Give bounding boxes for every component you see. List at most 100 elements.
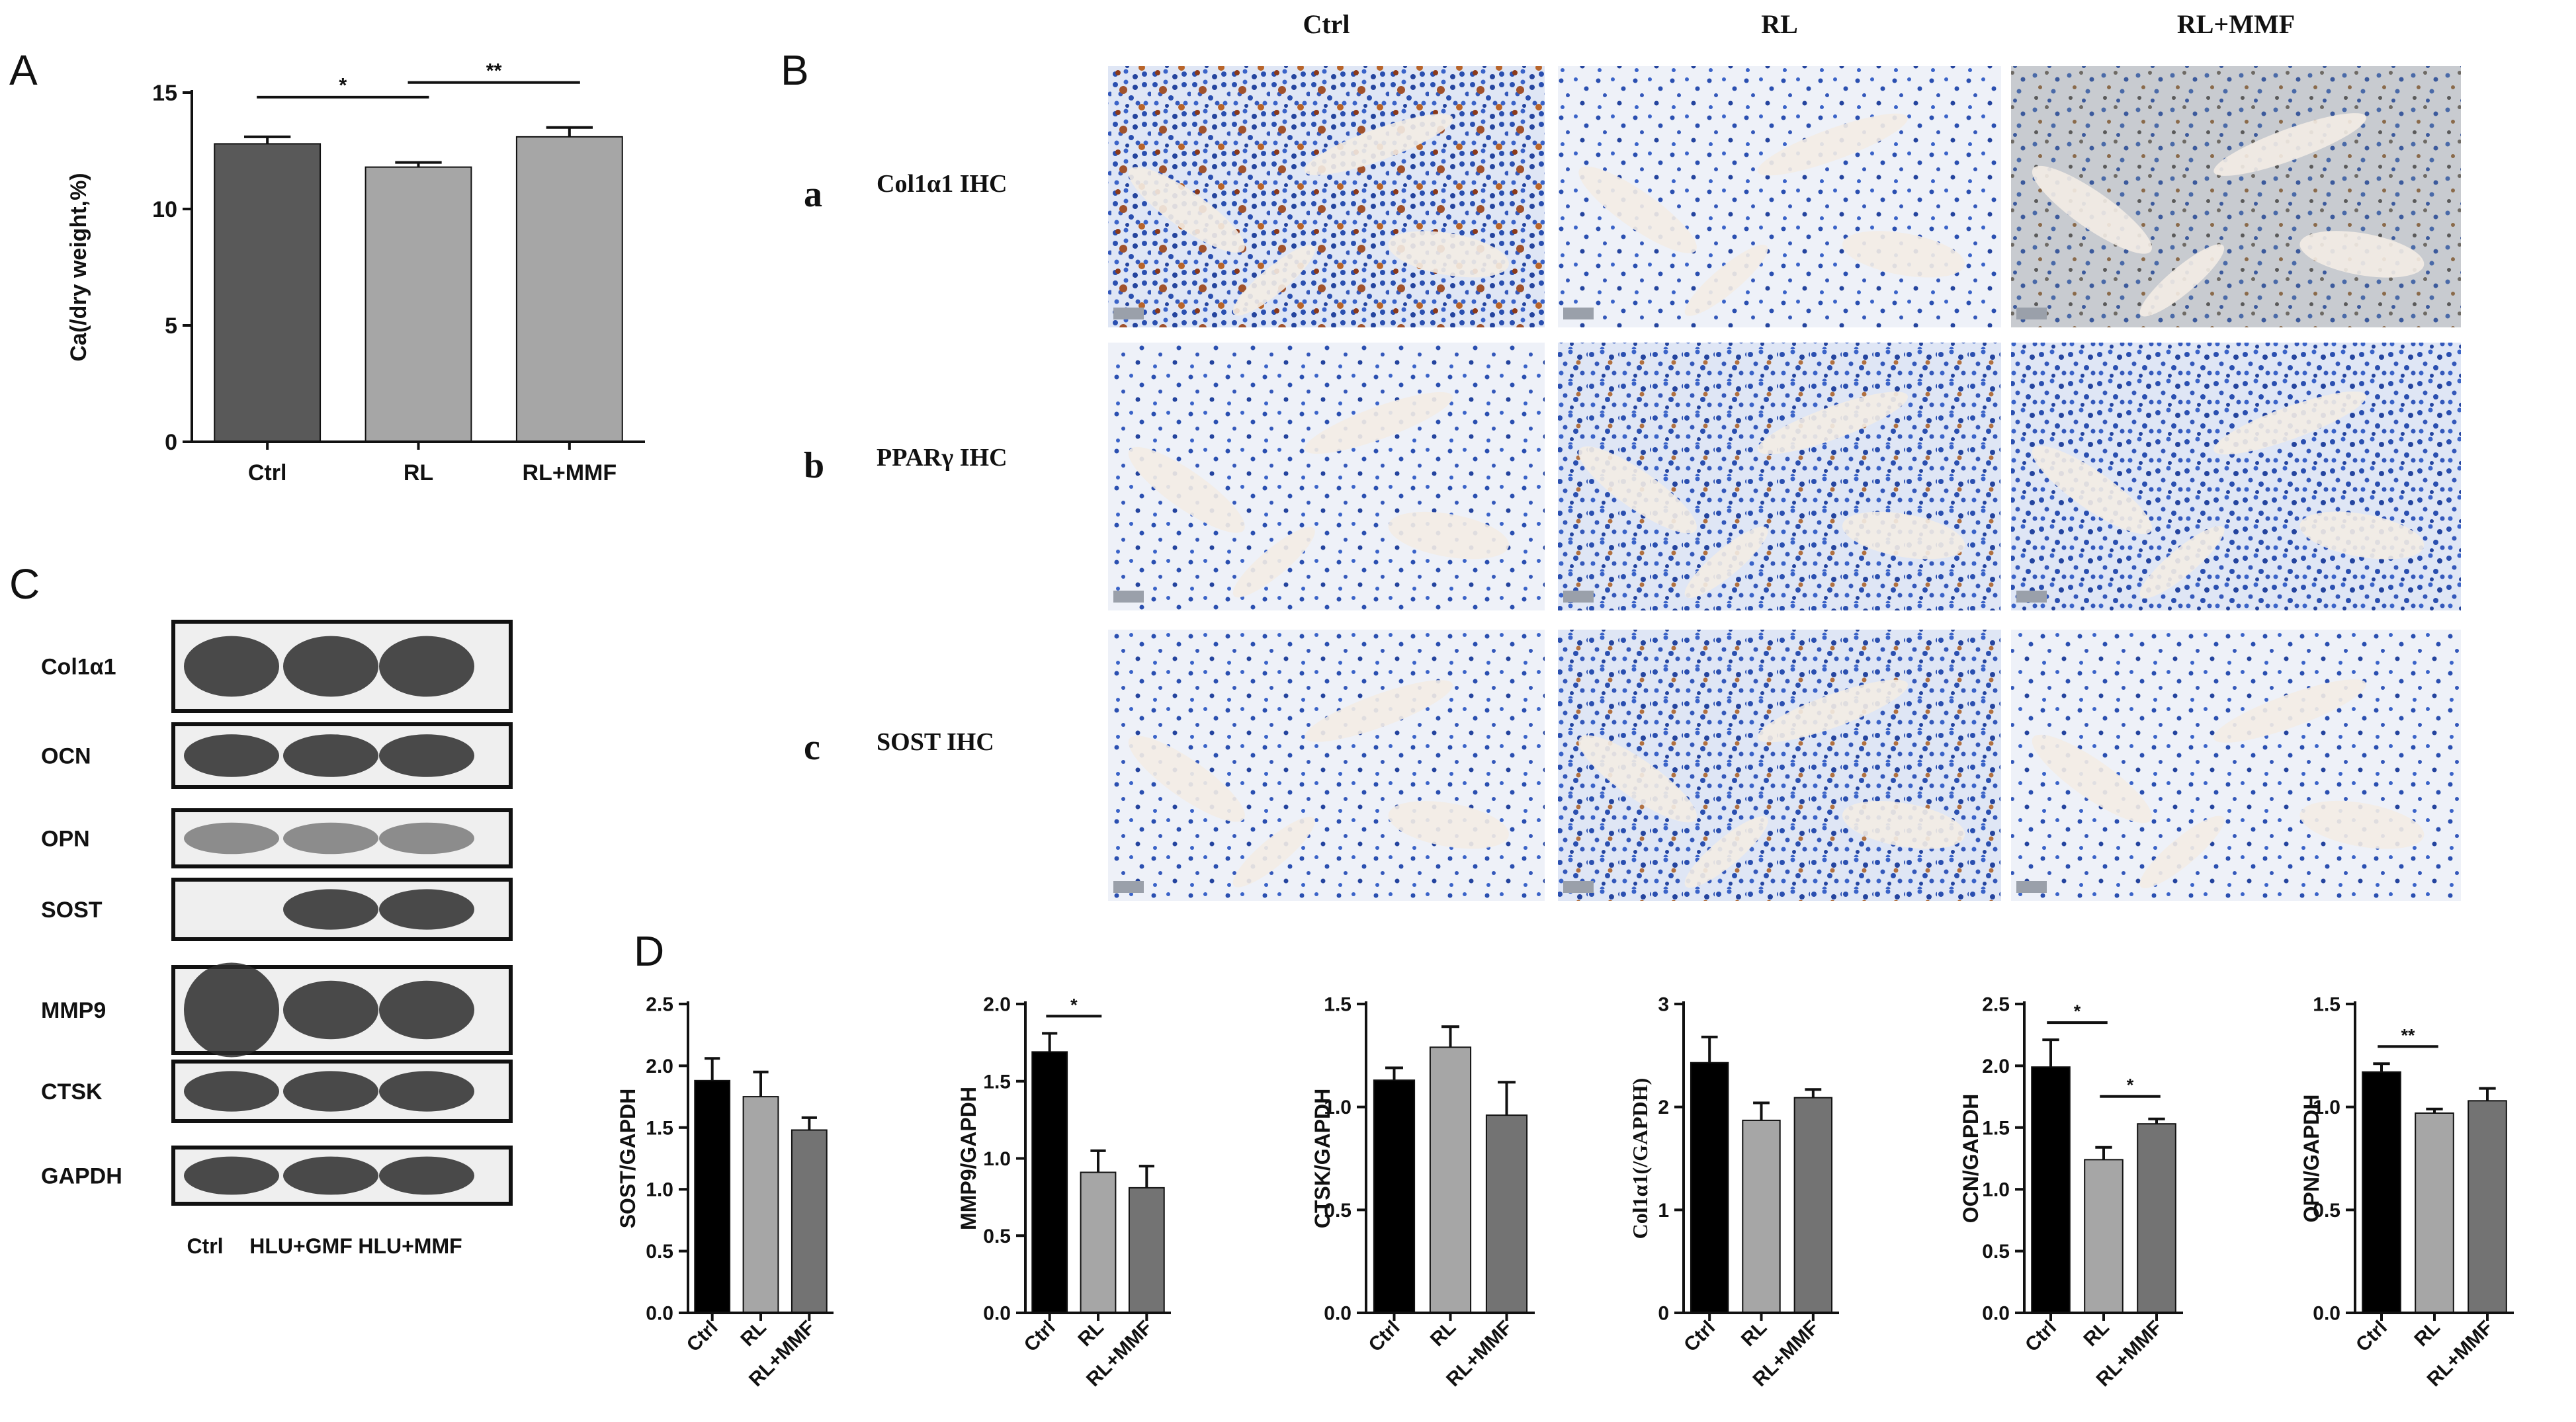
western-band — [379, 889, 474, 930]
chart-d6-x-tick-label: RL — [2410, 1317, 2444, 1351]
chart-d1-y-tick-label: 0.0 — [646, 1303, 673, 1325]
chart-d3-bar-ctrl — [1373, 1079, 1416, 1314]
chart-d6-y-tick-label: 1.5 — [2313, 994, 2340, 1016]
chart-d5-y-axis-label: OCN/GAPDH — [1959, 1094, 1983, 1224]
chart-d3-y-axis-label: CTSK/GAPDH — [1310, 1089, 1334, 1229]
bone-trabecula — [1842, 231, 1965, 278]
chart-a-bar-ctrl — [214, 143, 322, 442]
western-band-label: Col1α1 — [41, 655, 116, 680]
panel-letter-c: C — [9, 560, 40, 608]
western-band — [379, 1071, 474, 1112]
chart-d1-y-axis-label: SOST/GAPDH — [616, 1089, 640, 1229]
scale-bar — [1113, 308, 1144, 319]
western-band — [283, 822, 378, 855]
western-lane-label: HLU+MMF — [358, 1234, 462, 1258]
chart-d4-y-tick-label: 1 — [1658, 1200, 1669, 1222]
panel-letter-a: A — [9, 46, 38, 94]
chart-d1-y-tick-label: 0.5 — [646, 1241, 673, 1263]
bone-trabecula — [1305, 392, 1453, 454]
scale-bar — [2016, 591, 2047, 603]
western-band — [283, 1156, 378, 1195]
chart-d2-y-tick-label: 2.0 — [983, 994, 1011, 1016]
chart-d2-y-tick-label: 0.0 — [983, 1303, 1011, 1325]
chart-d1-bar-rl-mmf — [791, 1129, 828, 1314]
western-band-label: OPN — [41, 827, 90, 852]
chart-d4-x-tick-label: RL — [1737, 1317, 1772, 1351]
chart-d6-y-tick-label: 1.0 — [2313, 1097, 2340, 1118]
western-band-label: OCN — [41, 744, 91, 769]
scale-bar — [1113, 591, 1144, 603]
western-band — [184, 1071, 279, 1112]
chart-d1-y-tick-label: 2.0 — [646, 1056, 673, 1077]
western-band — [283, 734, 378, 777]
western-band — [379, 734, 474, 777]
chart-d2-y-tick-label: 0.5 — [983, 1226, 1011, 1247]
chart-d3-x-tick-label: Ctrl — [1365, 1317, 1404, 1357]
bone-trabecula — [1757, 113, 1909, 176]
bone-trabecula — [1128, 446, 1245, 533]
chart-d6-bar-ctrl — [2362, 1071, 2401, 1314]
chart-d4-bar-ctrl — [1690, 1062, 1729, 1314]
western-band — [379, 980, 474, 1040]
chart-d1-y-tick-label: 1.5 — [646, 1117, 673, 1139]
chart-d2-bar-rl-mmf — [1128, 1187, 1165, 1314]
chart-d2-x-tick-label: RL — [1074, 1317, 1108, 1351]
chart-a-y-axis-label: Ca(/dry weight,%) — [66, 173, 91, 361]
histology-column-header: RL — [1761, 9, 1798, 39]
chart-a-y-tick-label: 5 — [165, 314, 177, 339]
western-band — [184, 962, 279, 1058]
bone-trabecula — [1232, 526, 1315, 598]
histology-row-label: SOST IHC — [877, 728, 994, 756]
bone-trabecula — [1128, 167, 1245, 253]
bone-trabecula — [1842, 511, 1965, 560]
chart-d6-y-tick-label: 0.0 — [2313, 1303, 2340, 1325]
chart-d6-significance-label: ** — [2401, 1025, 2415, 1045]
bone-trabecula — [1757, 679, 1909, 743]
chart-d4-y-tick-label: 0 — [1658, 1303, 1669, 1325]
bone-trabecula — [2299, 511, 2425, 560]
chart-d5-bar-ctrl — [2031, 1066, 2071, 1314]
bone-trabecula — [1684, 816, 1768, 888]
western-band — [283, 1071, 378, 1112]
chart-d2-y-tick-label: 1.5 — [983, 1071, 1011, 1093]
bone-trabecula — [2032, 446, 2152, 534]
scale-bar — [1563, 881, 1594, 893]
chart-a-significance-label: * — [339, 74, 347, 97]
chart-d1-bar-ctrl — [694, 1079, 731, 1314]
chart-d1-bar-rl — [742, 1096, 779, 1314]
bone-trabecula — [1388, 511, 1509, 560]
scale-bar — [2016, 881, 2047, 893]
histology-column-header: RL+MMF — [2177, 9, 2295, 39]
chart-d5-y-tick-label: 2.5 — [1982, 994, 2010, 1016]
chart-a-y-tick-label: 0 — [165, 430, 177, 455]
chart-d5-y-tick-label: 2.0 — [1982, 1056, 2010, 1077]
chart-d3-bar-rl — [1429, 1046, 1472, 1314]
chart-d5-significance-label: * — [2127, 1075, 2134, 1095]
histology-row-letter: b — [804, 445, 824, 486]
chart-d1-y-tick-label: 2.5 — [646, 994, 673, 1016]
western-band — [283, 980, 378, 1040]
histology-row-letter: c — [804, 727, 820, 768]
bone-trabecula — [1305, 680, 1453, 742]
chart-d1-y-tick-label: 1.0 — [646, 1179, 673, 1201]
bone-trabecula — [2139, 526, 2225, 599]
chart-d1-x-tick-label: RL — [736, 1317, 771, 1351]
chart-d3-y-tick-label: 0.0 — [1324, 1303, 1352, 1325]
histology-row-label: Col1α1 IHC — [877, 170, 1008, 198]
bone-trabecula — [2139, 244, 2225, 317]
chart-d4-bar-rl — [1742, 1119, 1781, 1314]
histology-row-label: PPARγ IHC — [877, 444, 1008, 472]
chart-d5-x-tick-label: RL — [2079, 1317, 2114, 1351]
western-lane-label: Ctrl — [187, 1234, 223, 1258]
western-band — [184, 1156, 279, 1195]
chart-d3-bar-rl-mmf — [1485, 1114, 1528, 1314]
chart-d4-x-tick-label: Ctrl — [1680, 1317, 1719, 1357]
western-band — [184, 636, 279, 697]
bone-trabecula — [1578, 166, 1697, 253]
scale-bar — [1563, 308, 1594, 319]
bone-trabecula — [2299, 231, 2425, 278]
western-band-label: SOST — [41, 898, 103, 923]
scale-bar — [2016, 308, 2047, 319]
chart-d5-x-tick-label: Ctrl — [2021, 1317, 2061, 1357]
